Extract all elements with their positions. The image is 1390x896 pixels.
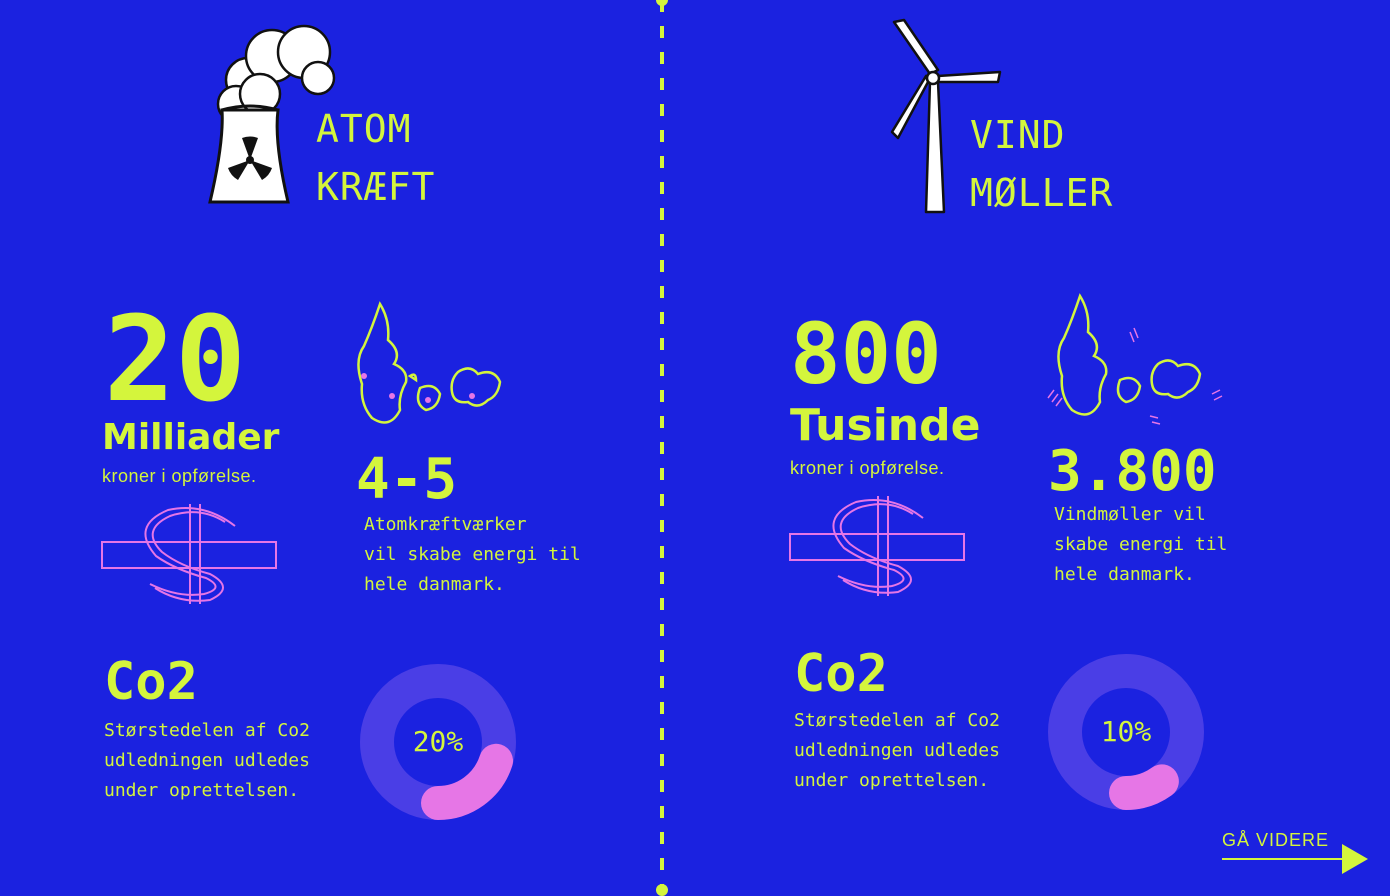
left-co2-donut-arc: [360, 664, 516, 820]
right-plant-text: Vindmøller vil skabe energi til hele dan…: [1054, 504, 1228, 585]
right-co2-percent: 10%: [1100, 715, 1152, 748]
left-big-number: 20: [104, 290, 247, 428]
next-link-label: GÅ VIDERE: [1222, 830, 1330, 850]
right-co2-text: Størstedelen af Co2 udledningen udledes …: [794, 710, 1000, 791]
right-big-unit: Tusinde: [790, 400, 981, 451]
denmark-map-icon: [350, 300, 510, 432]
left-plant-text: Atomkræftværker vil skabe energi til hel…: [364, 514, 581, 595]
right-heading-line2: MØLLER: [970, 171, 1114, 215]
right-plant-count: 3.800: [1048, 439, 1217, 504]
arrow-right-icon[interactable]: [1222, 842, 1372, 876]
right-co2-title: Co2: [794, 644, 888, 704]
left-cost-caption: kroner i opførelse.: [102, 466, 257, 486]
dollar-icon-right: [788, 496, 968, 596]
denmark-map-icon-right: [1040, 292, 1230, 432]
left-co2-text: Størstedelen af Co2 udledningen udledes …: [104, 720, 310, 801]
left-heading: ATOM KRÆFT: [316, 100, 435, 216]
center-divider: [660, 0, 664, 894]
divider-top-dot: [656, 0, 668, 6]
right-co2-donut: 10%: [1048, 654, 1204, 810]
left-co2-percent: 20%: [412, 725, 464, 758]
right-heading-line1: VIND: [970, 113, 1066, 157]
divider-bottom-dot: [656, 884, 668, 896]
nuclear-plant-icon: [200, 22, 340, 212]
dollar-icon: [100, 504, 280, 604]
next-link[interactable]: GÅ VIDERE: [1222, 830, 1329, 851]
wind-turbine-icon: [886, 18, 1006, 218]
left-heading-line1: ATOM: [316, 107, 412, 151]
right-big-number: 800: [790, 305, 942, 403]
right-co2-donut-arc: [1048, 654, 1204, 810]
left-co2-title: Co2: [104, 652, 198, 712]
left-co2-donut: 20%: [360, 664, 516, 820]
right-cost-caption: kroner i opførelse.: [790, 458, 945, 478]
right-heading: VIND MØLLER: [970, 106, 1113, 222]
left-big-unit: Milliader: [102, 417, 280, 458]
left-plant-count: 4-5: [356, 447, 458, 512]
left-heading-line2: KRÆFT: [316, 165, 436, 209]
